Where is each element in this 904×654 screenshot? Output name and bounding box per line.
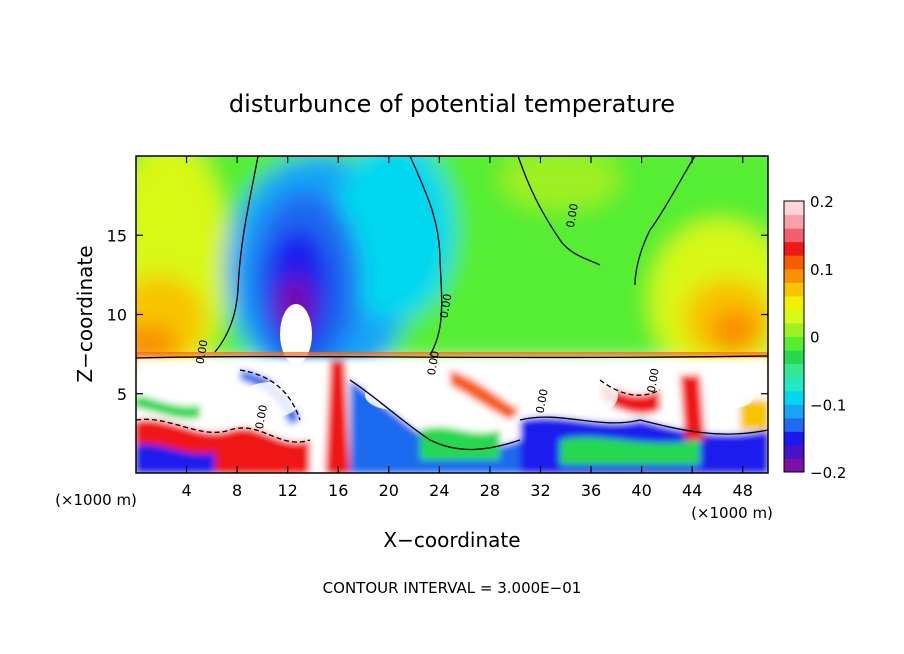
- x-unit-label-right: (×1000 m): [691, 504, 773, 522]
- colorbar-ticks: 0.2 0.1 0 −0.1 −0.2: [810, 193, 846, 482]
- contour-label: 0.00: [194, 339, 211, 365]
- plot-area: 0.00 0.00 0.00 0.00 0.00 0.00 0.00: [136, 156, 768, 473]
- warm-bubble: [280, 304, 312, 364]
- x-axis-label: X−coordinate: [383, 528, 520, 552]
- colorbar-swatch: [784, 336, 804, 351]
- colorbar-swatch: [784, 255, 804, 270]
- colorbar-swatch: [784, 214, 804, 229]
- colorbar-tick-label: 0.2: [810, 193, 834, 211]
- y-tick-label: 5: [117, 385, 127, 404]
- colorbar-tick-label: −0.1: [810, 396, 846, 414]
- colorbar-tick-label: 0.1: [810, 261, 834, 279]
- x-unit-label-left: (×1000 m): [55, 491, 137, 509]
- colorbar-swatch: [784, 458, 804, 473]
- colorbar-swatch: [784, 322, 804, 337]
- x-tick-label: 28: [480, 481, 500, 500]
- contour-label: 0.00: [437, 293, 454, 319]
- x-tick-label: 40: [631, 481, 651, 500]
- upper-field: [136, 156, 768, 385]
- contour-label: 0.00: [534, 388, 551, 414]
- x-axis-ticks: 4 8 12 16 20 24 28 32 36 40 44 48: [181, 156, 753, 500]
- contour-label: 0.00: [564, 202, 581, 228]
- colorbar-swatch: [784, 377, 804, 392]
- x-tick-label: 32: [530, 481, 550, 500]
- x-tick-label: 12: [278, 481, 298, 500]
- colorbar-swatch: [784, 390, 804, 405]
- x-tick-label: 20: [379, 481, 399, 500]
- y-axis-ticks: 5 10 15: [107, 226, 768, 404]
- chart-title: disturbunce of potential temperature: [229, 90, 675, 118]
- lower-field: [136, 358, 768, 473]
- colorbar-swatch: [784, 295, 804, 310]
- contour-lines: [136, 156, 768, 451]
- contour-interval-note: CONTOUR INTERVAL = 3.000E−01: [323, 579, 582, 597]
- colorbar-swatch: [784, 350, 804, 365]
- colorbar-tick-label: −0.2: [810, 464, 846, 482]
- colorbar: [784, 201, 804, 473]
- x-tick-label: 8: [232, 481, 242, 500]
- colorbar-swatch: [784, 417, 804, 432]
- x-tick-label: 16: [328, 481, 348, 500]
- x-tick-label: 36: [581, 481, 601, 500]
- colorbar-swatch: [784, 404, 804, 419]
- contour-labels: 0.00 0.00 0.00 0.00 0.00 0.00 0.00: [194, 202, 662, 430]
- colorbar-swatch: [784, 241, 804, 256]
- colorbar-swatch: [784, 201, 804, 216]
- colorbar-swatch: [784, 444, 804, 459]
- contour-label: 0.00: [425, 350, 442, 376]
- colorbar-swatch: [784, 431, 804, 446]
- colorbar-swatch: [784, 309, 804, 324]
- colorbar-swatch: [784, 363, 804, 378]
- interface-band: [136, 352, 768, 358]
- colorbar-swatch: [784, 228, 804, 243]
- x-tick-label: 48: [733, 481, 753, 500]
- colorbar-tick-label: 0: [810, 329, 820, 347]
- y-axis-label: Z−coordinate: [73, 245, 97, 382]
- colorbar-swatch: [784, 282, 804, 297]
- x-tick-label: 24: [429, 481, 449, 500]
- y-tick-label: 10: [107, 306, 127, 325]
- contour-label: 0.00: [253, 404, 270, 430]
- x-tick-label: 44: [682, 481, 702, 500]
- colorbar-frame: [783, 200, 805, 473]
- colorbar-swatch: [784, 268, 804, 283]
- contour-label: 0.00: [645, 367, 662, 393]
- y-tick-label: 15: [107, 226, 127, 245]
- x-tick-label: 4: [181, 481, 191, 500]
